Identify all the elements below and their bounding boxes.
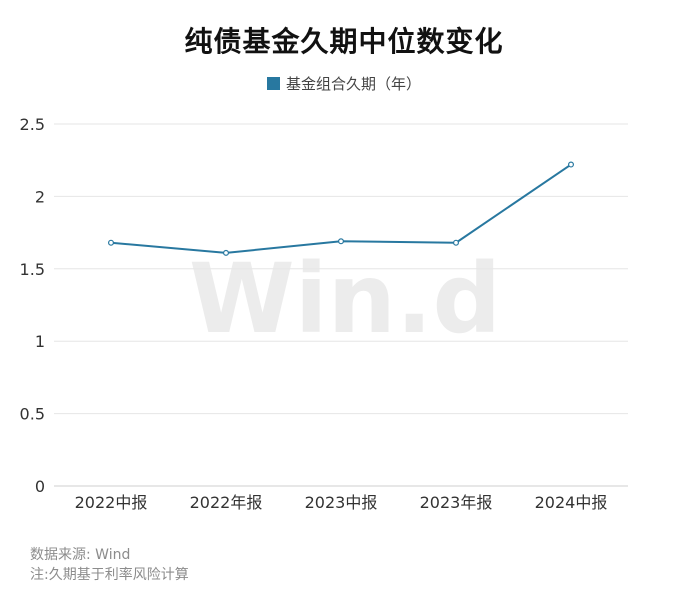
y-tick-label: 2 xyxy=(35,187,45,206)
legend-label: 基金组合久期（年） xyxy=(285,75,421,93)
x-axis-ticks: 2022中报 2022年报 2023中报 2023年报 2024中报 xyxy=(75,493,608,512)
source-note: 数据来源: Wind xyxy=(30,547,131,563)
legend: 基金组合久期（年） xyxy=(0,73,688,94)
y-tick-label: 1.5 xyxy=(20,260,45,279)
chart-title: 纯债基金久期中位数变化 xyxy=(184,25,504,58)
data-point xyxy=(223,249,230,256)
legend-swatch xyxy=(266,77,280,90)
series-layer xyxy=(107,161,574,256)
y-axis-ticks: 2.5 2 1.5 1 0.5 0 xyxy=(20,115,45,496)
data-point xyxy=(567,161,574,168)
y-tick-label: 1 xyxy=(35,332,45,351)
calculation-note: 注:久期基于利率风险计算 xyxy=(30,567,189,583)
x-tick-label: 2022年报 xyxy=(190,493,263,512)
x-tick-label: 2022中报 xyxy=(75,493,148,512)
x-tick-label: 2023中报 xyxy=(305,493,378,512)
watermark: Win.d xyxy=(189,243,501,355)
data-point xyxy=(107,239,114,246)
data-point xyxy=(453,239,460,246)
y-tick-label: 0.5 xyxy=(20,405,45,424)
gridlines xyxy=(54,123,628,487)
data-point xyxy=(338,238,345,245)
x-tick-label: 2023年报 xyxy=(420,493,493,512)
y-tick-label: 2.5 xyxy=(20,115,45,134)
x-tick-label: 2024中报 xyxy=(535,493,608,512)
y-tick-label: 0 xyxy=(35,477,45,496)
